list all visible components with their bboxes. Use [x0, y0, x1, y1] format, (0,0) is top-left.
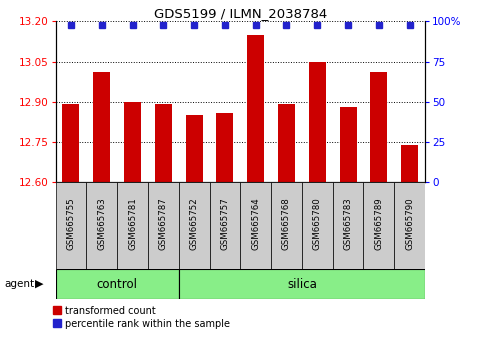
Bar: [56, 269, 179, 299]
Text: GSM665768: GSM665768: [282, 198, 291, 250]
Bar: [148, 182, 179, 269]
Text: ▶: ▶: [35, 279, 43, 289]
Bar: [271, 182, 302, 269]
Legend: transformed count, percentile rank within the sample: transformed count, percentile rank withi…: [51, 304, 232, 331]
Text: agent: agent: [5, 279, 35, 289]
Bar: [216, 113, 233, 182]
Bar: [62, 104, 79, 182]
Bar: [340, 107, 356, 182]
Bar: [124, 102, 141, 182]
Bar: [210, 182, 240, 269]
Bar: [155, 104, 172, 182]
Text: GSM665787: GSM665787: [159, 198, 168, 250]
Bar: [401, 145, 418, 182]
Text: GSM665781: GSM665781: [128, 198, 137, 250]
Text: GSM665763: GSM665763: [97, 198, 106, 250]
Bar: [93, 72, 110, 182]
Bar: [185, 115, 202, 182]
Text: GSM665764: GSM665764: [251, 198, 260, 250]
Text: GSM665783: GSM665783: [343, 198, 353, 250]
Text: silica: silica: [287, 278, 317, 291]
Title: GDS5199 / ILMN_2038784: GDS5199 / ILMN_2038784: [154, 7, 327, 20]
Bar: [309, 62, 326, 182]
Bar: [240, 182, 271, 269]
Bar: [179, 182, 210, 269]
Bar: [370, 72, 387, 182]
Bar: [333, 182, 364, 269]
Bar: [302, 182, 333, 269]
Bar: [278, 104, 295, 182]
Bar: [179, 269, 425, 299]
Text: GSM665790: GSM665790: [405, 198, 414, 250]
Text: GSM665752: GSM665752: [190, 198, 199, 250]
Text: control: control: [97, 278, 138, 291]
Text: GSM665755: GSM665755: [67, 198, 75, 250]
Bar: [117, 182, 148, 269]
Bar: [86, 182, 117, 269]
Bar: [364, 182, 394, 269]
Bar: [56, 182, 86, 269]
Text: GSM665789: GSM665789: [374, 198, 384, 250]
Text: GSM665780: GSM665780: [313, 198, 322, 250]
Bar: [394, 182, 425, 269]
Bar: [247, 35, 264, 182]
Text: GSM665757: GSM665757: [220, 198, 229, 250]
